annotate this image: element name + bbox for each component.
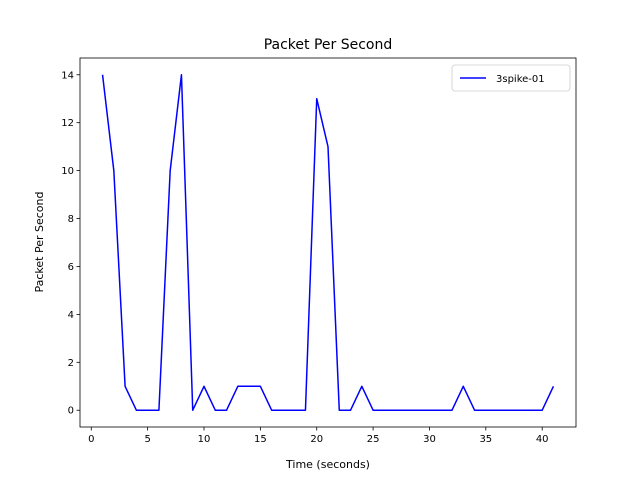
legend: 3spike-01 (451, 64, 571, 92)
x-tick-label: 30 (423, 434, 436, 445)
x-tick-label: 25 (367, 434, 380, 445)
y-tick-label: 0 (68, 406, 74, 417)
y-tick-label: 10 (61, 166, 74, 177)
legend-box (451, 64, 571, 92)
plot-area: 0 5 10 15 20 25 30 35 40 0 2 4 6 8 10 12 14 (61, 57, 577, 445)
plot-frame (79, 57, 577, 428)
y-tick-label: 4 (68, 310, 74, 321)
x-tick-label: 5 (144, 434, 150, 445)
x-tick-label: 35 (479, 434, 492, 445)
legend-label: 3spike-01 (496, 74, 545, 85)
series-line-0 (101, 74, 555, 411)
y-tick-label: 6 (68, 262, 74, 273)
x-tick-label: 0 (88, 434, 94, 445)
y-tick-label: 14 (61, 70, 74, 81)
x-axis-label: Time (seconds) (285, 458, 370, 471)
y-tick-label: 2 (68, 358, 74, 369)
y-tick-label: 8 (68, 214, 74, 225)
x-tick-label: 15 (254, 434, 267, 445)
y-axis-label: Packet Per Second (33, 192, 46, 293)
x-tick-label: 40 (536, 434, 549, 445)
y-tick-label: 12 (61, 118, 74, 129)
x-tick-label: 20 (310, 434, 323, 445)
chart-title: Packet Per Second (264, 37, 393, 53)
x-tick-label: 10 (198, 434, 211, 445)
